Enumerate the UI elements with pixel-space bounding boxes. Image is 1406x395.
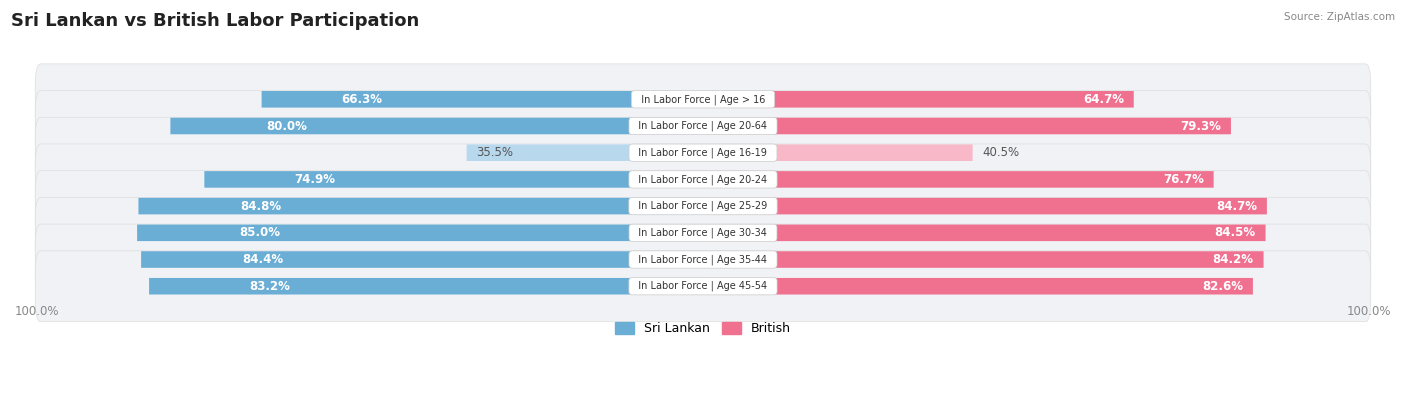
FancyBboxPatch shape	[703, 91, 1133, 107]
Text: 84.7%: 84.7%	[1216, 199, 1257, 213]
FancyBboxPatch shape	[703, 118, 1230, 134]
FancyBboxPatch shape	[141, 251, 703, 268]
Text: 74.9%: 74.9%	[294, 173, 335, 186]
FancyBboxPatch shape	[262, 91, 703, 107]
Text: 64.7%: 64.7%	[1083, 93, 1123, 106]
FancyBboxPatch shape	[35, 64, 1371, 135]
FancyBboxPatch shape	[467, 145, 703, 161]
FancyBboxPatch shape	[35, 224, 1371, 295]
Text: 84.4%: 84.4%	[242, 253, 284, 266]
FancyBboxPatch shape	[703, 251, 1264, 268]
Text: In Labor Force | Age 45-54: In Labor Force | Age 45-54	[633, 281, 773, 292]
FancyBboxPatch shape	[35, 144, 1371, 215]
Text: 83.2%: 83.2%	[249, 280, 290, 293]
Text: Sri Lankan vs British Labor Participation: Sri Lankan vs British Labor Participatio…	[11, 12, 419, 30]
FancyBboxPatch shape	[149, 278, 703, 295]
Text: In Labor Force | Age 25-29: In Labor Force | Age 25-29	[633, 201, 773, 211]
FancyBboxPatch shape	[703, 278, 1253, 295]
Text: In Labor Force | Age 20-64: In Labor Force | Age 20-64	[633, 121, 773, 131]
Text: 80.0%: 80.0%	[266, 120, 307, 132]
Text: 85.0%: 85.0%	[239, 226, 280, 239]
Text: 66.3%: 66.3%	[342, 93, 382, 106]
Text: 40.5%: 40.5%	[983, 146, 1019, 159]
FancyBboxPatch shape	[35, 117, 1371, 188]
Text: 79.3%: 79.3%	[1180, 120, 1220, 132]
Text: In Labor Force | Age > 16: In Labor Force | Age > 16	[634, 94, 772, 105]
Text: 84.8%: 84.8%	[240, 199, 281, 213]
Text: In Labor Force | Age 35-44: In Labor Force | Age 35-44	[633, 254, 773, 265]
FancyBboxPatch shape	[35, 251, 1371, 322]
Text: 82.6%: 82.6%	[1202, 280, 1243, 293]
Text: 84.5%: 84.5%	[1215, 226, 1256, 239]
FancyBboxPatch shape	[703, 198, 1267, 214]
FancyBboxPatch shape	[703, 171, 1213, 188]
Text: 84.2%: 84.2%	[1212, 253, 1254, 266]
Text: 35.5%: 35.5%	[477, 146, 513, 159]
FancyBboxPatch shape	[703, 224, 1265, 241]
FancyBboxPatch shape	[35, 90, 1371, 162]
Text: In Labor Force | Age 30-34: In Labor Force | Age 30-34	[633, 228, 773, 238]
Legend: Sri Lankan, British: Sri Lankan, British	[610, 317, 796, 340]
Text: In Labor Force | Age 16-19: In Labor Force | Age 16-19	[633, 147, 773, 158]
FancyBboxPatch shape	[35, 198, 1371, 268]
FancyBboxPatch shape	[204, 171, 703, 188]
FancyBboxPatch shape	[703, 145, 973, 161]
Text: Source: ZipAtlas.com: Source: ZipAtlas.com	[1284, 12, 1395, 22]
FancyBboxPatch shape	[138, 198, 703, 214]
FancyBboxPatch shape	[35, 171, 1371, 242]
Text: 76.7%: 76.7%	[1163, 173, 1204, 186]
FancyBboxPatch shape	[170, 118, 703, 134]
FancyBboxPatch shape	[138, 224, 703, 241]
Text: In Labor Force | Age 20-24: In Labor Force | Age 20-24	[633, 174, 773, 184]
